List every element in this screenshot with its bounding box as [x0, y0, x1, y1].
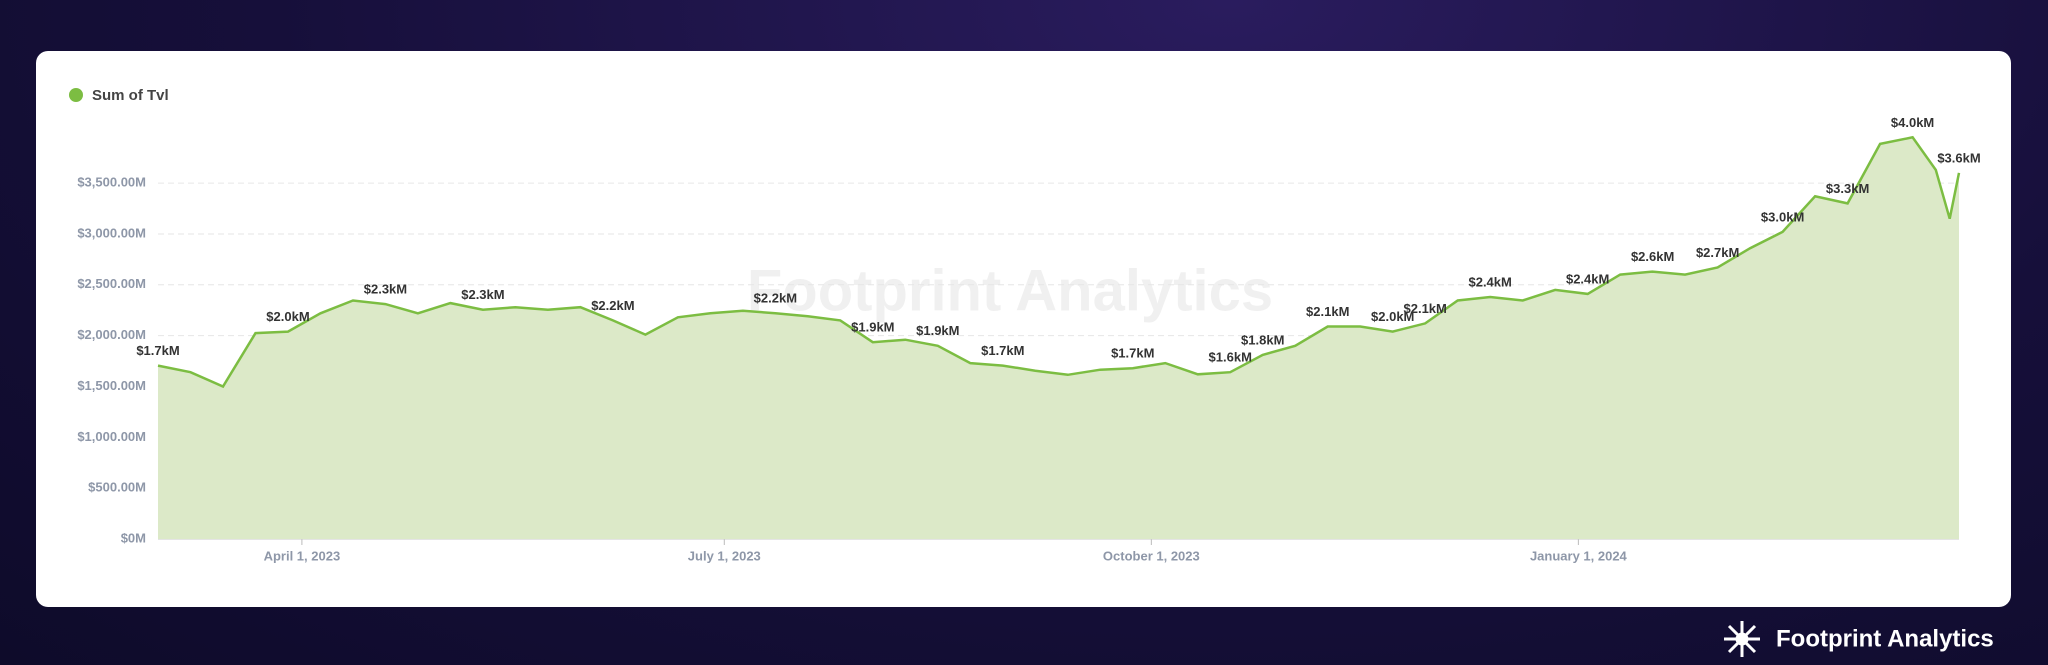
- brand-logo: [1724, 621, 1760, 657]
- y-tick-label: $500.00M: [88, 480, 146, 495]
- plot: $0M $500.00M $1,000.00M $1,500.00M $2,000.00…: [77, 115, 1980, 564]
- watermark: Footprint Analytics: [747, 258, 1273, 323]
- data-label: $2.4kM: [1566, 271, 1609, 286]
- data-label: $2.3kM: [461, 287, 504, 302]
- data-label: $4.0kM: [1891, 115, 1934, 130]
- data-label: $1.8kM: [1241, 332, 1284, 347]
- data-label: $1.6kM: [1209, 350, 1252, 365]
- x-tick-label: October 1, 2023: [1103, 548, 1200, 563]
- legend-label: Sum of Tvl: [92, 87, 169, 104]
- y-tick-label: $3,500.00M: [77, 175, 146, 190]
- area: [158, 137, 1959, 540]
- x-tick-label: April 1, 2023: [264, 548, 341, 563]
- data-label: $3.0kM: [1761, 209, 1804, 224]
- y-tick-label: $1,000.00M: [77, 429, 146, 444]
- data-label: $2.1kM: [1404, 301, 1447, 316]
- data-label: $1.9kM: [851, 320, 894, 335]
- data-label: $1.7kM: [1111, 346, 1154, 361]
- line: [157, 135, 1961, 389]
- data-label: $1.7kM: [981, 343, 1024, 358]
- y-tick-label: $3,000.00M: [77, 225, 146, 240]
- data-label: $2.7kM: [1696, 245, 1739, 260]
- data-label: $2.4kM: [1468, 274, 1511, 289]
- data-label: $1.9kM: [916, 323, 959, 338]
- x-tick-label: July 1, 2023: [688, 548, 761, 563]
- data-label: $2.3kM: [364, 282, 407, 297]
- y-tick-label: $2,000.00M: [77, 327, 146, 342]
- data-label: $2.0kM: [266, 309, 309, 324]
- y-tick-label: $1,500.00M: [77, 378, 146, 393]
- data-label: $3.3kM: [1826, 181, 1869, 196]
- data-label: $2.6kM: [1631, 249, 1674, 264]
- x-tick-label: January 1, 2024: [1530, 548, 1628, 563]
- y-tick-label: $0M: [121, 530, 146, 545]
- legend-marker: [69, 88, 83, 102]
- data-label: $2.1kM: [1306, 304, 1349, 319]
- data-label: $2.2kM: [591, 298, 634, 313]
- brand-name: Footprint Analytics: [1776, 625, 1994, 652]
- y-tick-label: $2,500.00M: [77, 276, 146, 291]
- data-label: $2.2kM: [754, 291, 797, 306]
- data-label: $2.0kM: [1371, 309, 1414, 324]
- data-label: $3.6kM: [1937, 150, 1980, 165]
- data-label: $1.7kM: [136, 343, 179, 358]
